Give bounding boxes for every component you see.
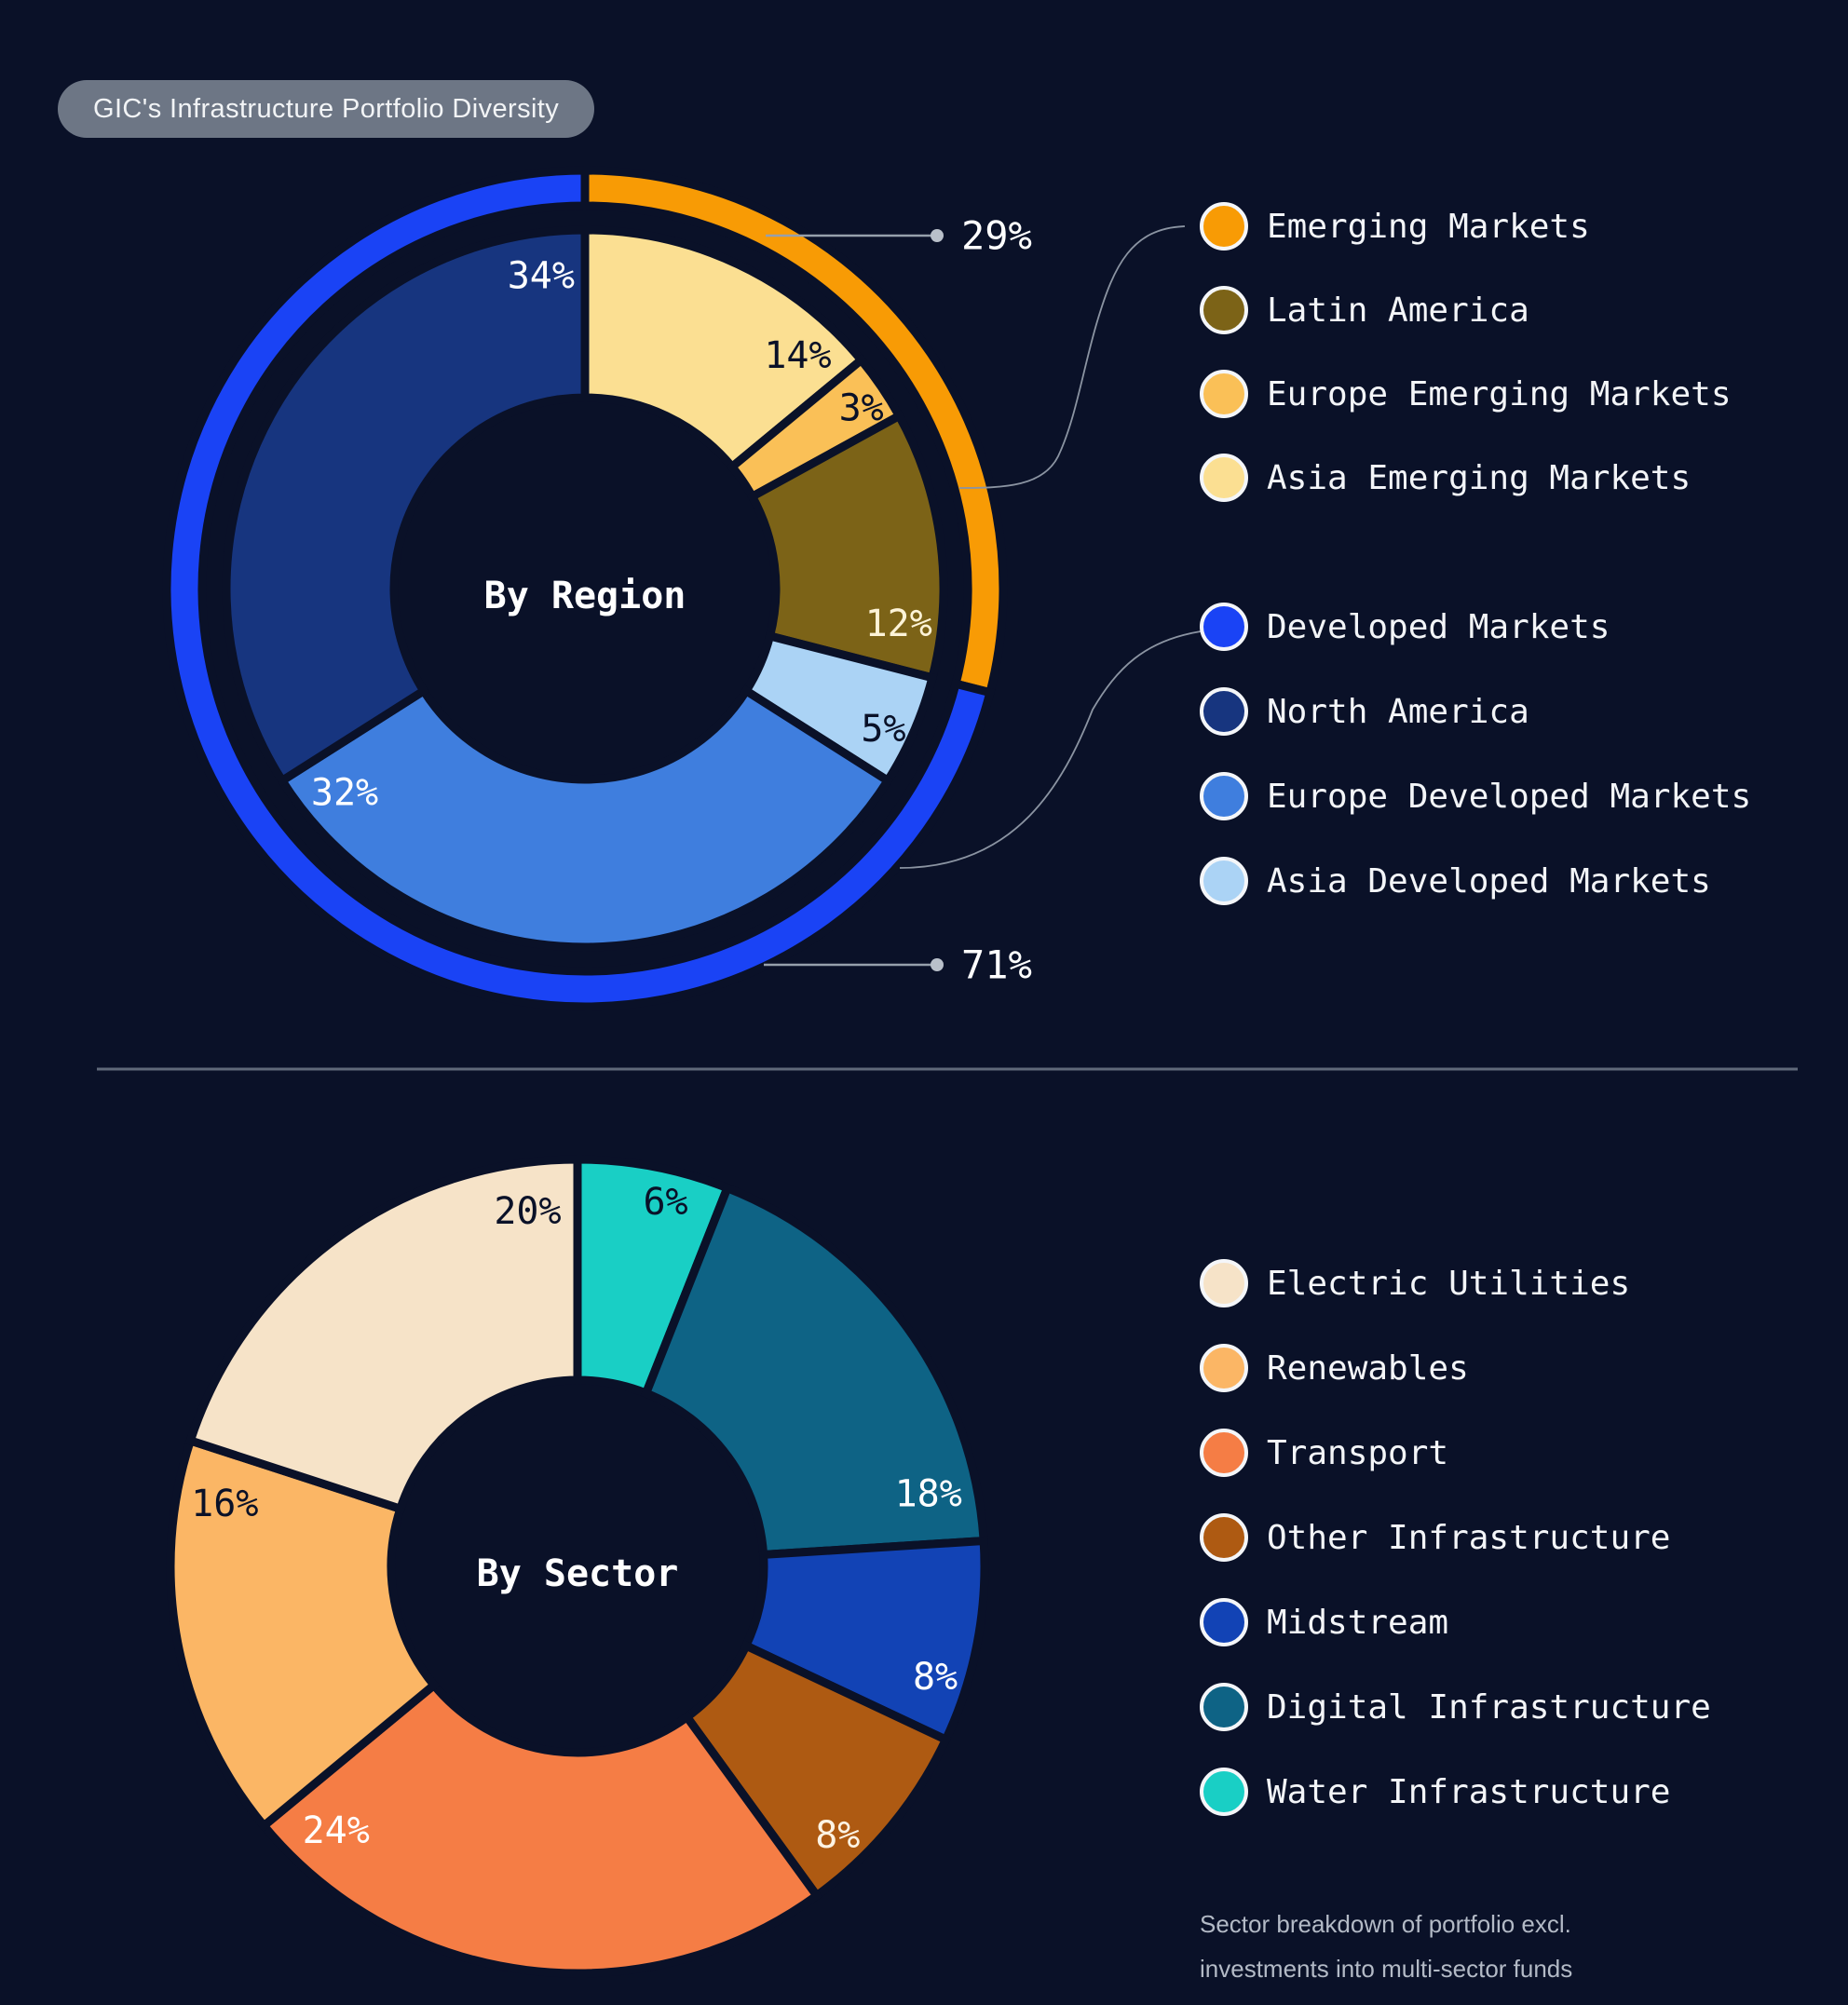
callout-value-emerging-markets-share: 29%	[961, 213, 1032, 259]
region-slice-asia-emerging-markets	[580, 225, 867, 473]
region-slice-latin-america	[746, 410, 948, 684]
region-value-label-asia-emerging-markets: 14%	[764, 334, 831, 377]
sector-value-label-digital-infrastructure: 18%	[895, 1473, 962, 1516]
connector-curve-emerging-markets	[958, 225, 1186, 489]
callout-value-developed-markets-share: 71%	[961, 942, 1032, 988]
region-slice-north-america	[222, 225, 590, 787]
legend-swatch-water-infrastructure	[1200, 1768, 1248, 1816]
legend-item-water-infrastructure: Water Infrastructure	[1200, 1768, 1670, 1816]
legend-swatch-emerging-markets	[1200, 202, 1248, 251]
legend-label-water-infrastructure: Water Infrastructure	[1267, 1772, 1671, 1811]
legend-item-digital-infrastructure: Digital Infrastructure	[1200, 1683, 1711, 1731]
legend-item-north-america: North America	[1200, 687, 1529, 736]
footnote: Sector breakdown of portfolio excl. inve…	[1200, 1902, 1572, 1991]
legend-swatch-renewables	[1200, 1344, 1248, 1392]
region-value-label-europe-emerging-markets: 3%	[839, 386, 884, 429]
legend-label-latin-america: Latin America	[1267, 291, 1529, 330]
legend-label-europe-developed-markets: Europe Developed Markets	[1267, 777, 1752, 816]
legend-item-asia-emerging-markets: Asia Emerging Markets	[1200, 454, 1691, 502]
sector-center-label: By Sector	[477, 1552, 679, 1595]
sector-slice-digital-infrastructure	[640, 1182, 988, 1560]
region-slice-europe-developed-markets	[276, 684, 894, 952]
legend-item-emerging-markets: Emerging Markets	[1200, 202, 1590, 251]
legend-item-developed-markets: Developed Markets	[1200, 603, 1610, 651]
legend-label-emerging-markets: Emerging Markets	[1267, 207, 1590, 246]
legend-item-latin-america: Latin America	[1200, 286, 1529, 334]
legend-swatch-europe-emerging-markets	[1200, 370, 1248, 418]
sector-value-label-water-infrastructure: 6%	[643, 1181, 687, 1224]
legend-item-europe-developed-markets: Europe Developed Markets	[1200, 772, 1751, 820]
callout-dot-emerging-markets-share	[931, 229, 944, 242]
sector-value-label-renewables: 16%	[191, 1483, 258, 1525]
legend-item-electric-utilities: Electric Utilities	[1200, 1259, 1630, 1307]
legend-label-asia-emerging-markets: Asia Emerging Markets	[1267, 458, 1692, 497]
legend-swatch-north-america	[1200, 687, 1248, 736]
legend-swatch-asia-emerging-markets	[1200, 454, 1248, 502]
legend-item-europe-emerging-markets: Europe Emerging Markets	[1200, 370, 1732, 418]
callout-dot-developed-markets-share	[931, 958, 944, 971]
legend-label-asia-developed-markets: Asia Developed Markets	[1267, 861, 1711, 901]
connector-curve-developed-markets	[899, 630, 1202, 869]
legend-item-renewables: Renewables	[1200, 1344, 1469, 1392]
legend-swatch-electric-utilities	[1200, 1259, 1248, 1307]
sector-slice-renewables	[166, 1435, 441, 1832]
page-title: GIC's Infrastructure Portfolio Diversity	[93, 93, 560, 124]
legend-label-other-infrastructure: Other Infrastructure	[1267, 1518, 1671, 1557]
legend-swatch-latin-america	[1200, 286, 1248, 334]
sector-value-label-electric-utilities: 20%	[494, 1190, 561, 1233]
legend-swatch-other-infrastructure	[1200, 1513, 1248, 1562]
sector-value-label-other-infrastructure: 8%	[815, 1814, 860, 1857]
footnote-line-1: Sector breakdown of portfolio excl.	[1200, 1910, 1571, 1938]
legend-swatch-midstream	[1200, 1598, 1248, 1646]
legend-item-asia-developed-markets: Asia Developed Markets	[1200, 857, 1711, 905]
sector-value-label-midstream: 8%	[913, 1656, 958, 1699]
legend-label-midstream: Midstream	[1267, 1603, 1449, 1642]
legend-label-europe-emerging-markets: Europe Emerging Markets	[1267, 374, 1732, 413]
title-pill: GIC's Infrastructure Portfolio Diversity	[58, 80, 595, 138]
legend-label-renewables: Renewables	[1267, 1348, 1469, 1388]
footnote-line-2: investments into multi-sector funds	[1200, 1955, 1573, 1983]
legend-swatch-transport	[1200, 1429, 1248, 1477]
sector-value-label-transport: 24%	[303, 1809, 370, 1852]
legend-label-digital-infrastructure: Digital Infrastructure	[1267, 1687, 1711, 1727]
legend-label-developed-markets: Developed Markets	[1267, 607, 1610, 646]
legend-swatch-digital-infrastructure	[1200, 1683, 1248, 1731]
legend-item-transport: Transport	[1200, 1429, 1448, 1477]
legend-item-other-infrastructure: Other Infrastructure	[1200, 1513, 1670, 1562]
region-value-label-north-america: 34%	[508, 254, 575, 297]
legend-label-transport: Transport	[1267, 1433, 1449, 1472]
legend-label-north-america: North America	[1267, 692, 1529, 731]
legend-swatch-developed-markets	[1200, 603, 1248, 651]
region-value-label-latin-america: 12%	[865, 603, 932, 645]
legend-swatch-europe-developed-markets	[1200, 772, 1248, 820]
sector-slice-transport	[257, 1679, 823, 1978]
sector-slice-electric-utilities	[184, 1155, 582, 1514]
region-outer-slice-developed-markets	[162, 166, 996, 1011]
region-value-label-europe-developed-markets: 32%	[311, 772, 378, 815]
legend-swatch-asia-developed-markets	[1200, 857, 1248, 905]
legend-item-midstream: Midstream	[1200, 1598, 1448, 1646]
legend-label-electric-utilities: Electric Utilities	[1267, 1264, 1631, 1303]
region-center-label: By Region	[484, 575, 686, 617]
region-value-label-asia-developed-markets: 5%	[861, 708, 905, 751]
